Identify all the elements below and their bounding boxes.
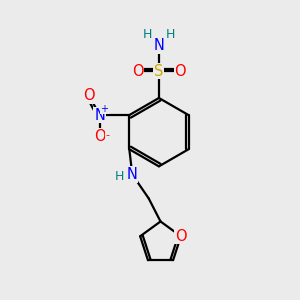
- Text: H: H: [166, 28, 175, 41]
- Text: N: N: [94, 108, 105, 123]
- Text: S: S: [154, 64, 164, 79]
- Text: O: O: [175, 229, 187, 244]
- Text: N: N: [154, 38, 164, 53]
- Text: N: N: [127, 167, 138, 182]
- Text: H: H: [143, 28, 152, 41]
- Text: O: O: [83, 88, 95, 103]
- Text: +: +: [100, 103, 108, 113]
- Text: H: H: [115, 170, 124, 183]
- Text: O: O: [175, 64, 186, 79]
- Text: O: O: [132, 64, 143, 79]
- Text: O: O: [94, 129, 105, 144]
- Text: -: -: [106, 130, 110, 140]
